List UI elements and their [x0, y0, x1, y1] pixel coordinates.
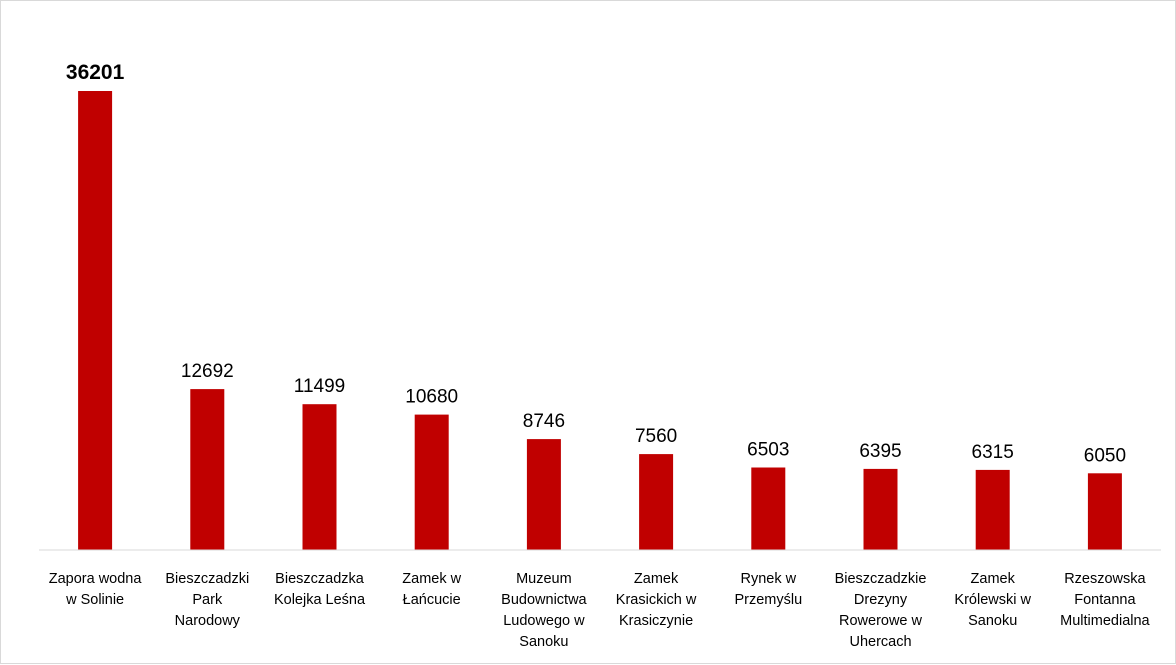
bar-8 [863, 468, 898, 550]
bar-5 [526, 439, 561, 550]
bar-9 [975, 469, 1010, 550]
category-label-4: Zamek w Łańcucie [402, 571, 461, 608]
value-label-1: 36201 [66, 61, 125, 84]
bar-2 [190, 389, 225, 550]
value-label-9: 6315 [972, 442, 1014, 463]
category-label-line: Krasickich w [616, 592, 697, 608]
value-label-5: 8746 [523, 411, 565, 432]
category-label-line: w Solinie [65, 592, 124, 608]
category-label-line: Zamek [634, 571, 679, 587]
category-label-line: Kolejka Leśna [274, 592, 366, 608]
category-label-line: Łańcucie [403, 592, 461, 608]
category-label-8: Bieszczadzkie Drezyny Rowerowe w Uhercach [835, 571, 927, 650]
category-label-line: Rzeszowska [1064, 571, 1146, 587]
value-label-7: 6503 [747, 440, 789, 461]
value-label-10: 6050 [1084, 445, 1126, 466]
category-label-line: Drezyny [854, 592, 908, 608]
category-label-line: Rowerowe w [839, 613, 923, 629]
bar-3 [302, 404, 337, 550]
category-label-line: Narodowy [175, 613, 241, 629]
bars-group [78, 91, 1122, 550]
category-label-line: Park [192, 592, 223, 608]
bar-7 [751, 467, 786, 550]
category-label-10: Rzeszowska Fontanna Multimedialna [1060, 571, 1150, 629]
category-label-6: Zamek Krasickich w Krasiczynie [616, 571, 697, 629]
category-label-5: Muzeum Budownictwa Ludowego w Sanoku [501, 571, 587, 650]
value-label-4: 10680 [405, 387, 458, 408]
category-label-2: Bieszczadzki Park Narodowy [165, 571, 249, 629]
value-label-8: 6395 [859, 441, 901, 462]
category-label-line: Bieszczadzka [275, 571, 365, 587]
category-label-line: Fontanna [1074, 592, 1136, 608]
category-label-9: Zamek Królewski w Sanoku [954, 571, 1031, 629]
category-label-line: Sanoku [968, 613, 1017, 629]
bar-4 [414, 414, 449, 550]
value-label-6: 7560 [635, 426, 677, 447]
category-label-line: Bieszczadzki [165, 571, 249, 587]
category-label-1: Zapora wodna w Solinie [49, 571, 143, 608]
category-label-line: Ludowego w [503, 613, 585, 629]
category-label-3: Bieszczadzka Kolejka Leśna [274, 571, 366, 608]
bar-1 [78, 91, 113, 550]
bar-10 [1087, 473, 1122, 550]
value-label-2: 12692 [181, 361, 234, 382]
category-label-line: Uhercach [849, 634, 911, 650]
category-label-line: Zapora wodna [49, 571, 143, 587]
value-labels-group: 36201 12692 11499 10680 8746 7560 6503 6395 6315… [66, 61, 1126, 466]
category-label-7: Rynek w Przemyślu [734, 571, 802, 608]
value-label-3: 11499 [294, 376, 345, 397]
category-label-line: Muzeum [516, 571, 572, 587]
bar-6 [639, 454, 674, 550]
category-label-line: Bieszczadzkie [835, 571, 927, 587]
category-label-line: Budownictwa [501, 592, 587, 608]
category-labels-group: Zapora wodna w Solinie Bieszczadzki Park Nar… [49, 571, 1151, 650]
category-label-line: Królewski w [954, 592, 1031, 608]
category-label-line: Rynek w [740, 571, 796, 587]
category-label-line: Multimedialna [1060, 613, 1150, 629]
category-label-line: Sanoku [519, 634, 568, 650]
category-label-line: Krasiczynie [619, 613, 693, 629]
category-label-line: Przemyślu [734, 592, 802, 608]
category-label-line: Zamek [971, 571, 1016, 587]
category-label-line: Zamek w [402, 571, 461, 587]
